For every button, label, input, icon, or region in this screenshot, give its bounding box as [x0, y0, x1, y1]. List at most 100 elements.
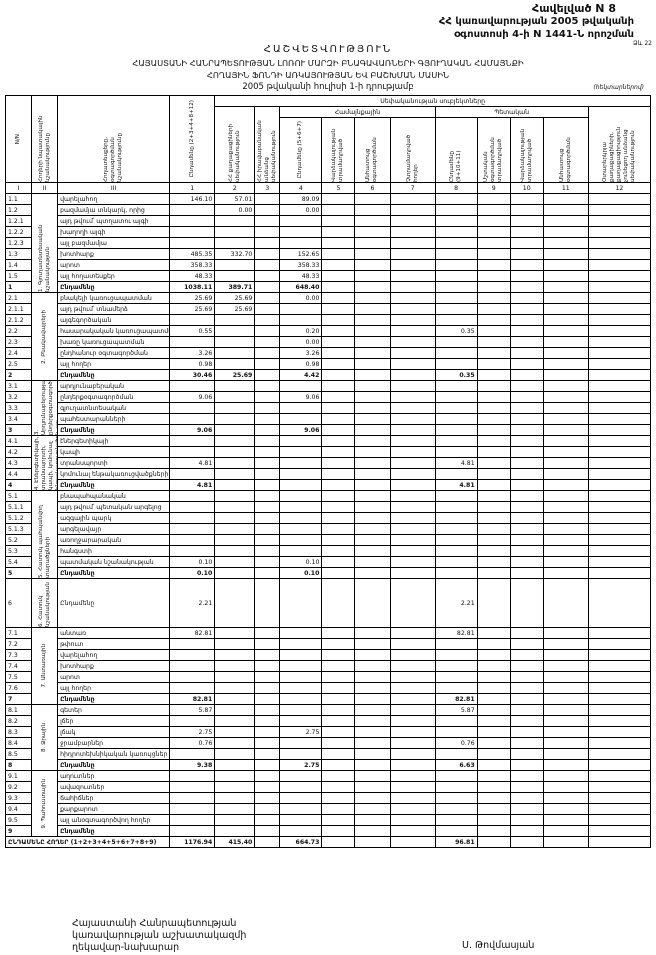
row-number: 9.2 [4, 781, 33, 793]
value-cell [214, 424, 256, 436]
value-cell [587, 358, 652, 370]
value-cell [321, 259, 356, 271]
row-number: 1.2.3 [4, 237, 33, 249]
value-cell [542, 825, 589, 837]
land-type: Ընդամենը [57, 281, 171, 293]
value-cell [509, 369, 544, 381]
value-cell [279, 457, 323, 469]
value-cell [509, 693, 544, 705]
value-cell [542, 237, 589, 249]
value-cell [321, 715, 356, 727]
value-cell [542, 638, 589, 650]
column-number: 1 [169, 182, 216, 194]
value-cell [354, 204, 391, 216]
land-type: էներգետիկայի [57, 435, 171, 447]
value-cell [321, 490, 356, 502]
value-cell [587, 715, 652, 727]
value-cell [354, 270, 391, 282]
value-cell: 0.00 [214, 204, 256, 216]
value-cell [354, 578, 391, 628]
table-row: 7.5 արոտ [4, 671, 652, 683]
value-cell: 25.69 [214, 303, 256, 315]
category-text: 1. Գյուղատնտեսական նշանակության [37, 224, 51, 292]
land-type: այդ թվում՝ պետական արգելոց [57, 501, 171, 513]
land-type: տրանսպորտի [57, 457, 171, 469]
value-cell [279, 380, 323, 392]
land-table: N/N Հողերի նպատակային նշանակությունը Հողատ… [4, 95, 652, 848]
value-cell [354, 759, 391, 771]
value-cell: 25.69 [169, 292, 216, 304]
value-cell [476, 748, 511, 760]
value-cell [254, 792, 281, 804]
value-cell [542, 578, 589, 628]
land-type: գետեր [57, 704, 171, 716]
value-cell: 0.35 [434, 369, 478, 381]
value-cell [542, 814, 589, 826]
value-cell: 146.10 [169, 193, 216, 205]
value-cell [476, 204, 511, 216]
value-cell [254, 638, 281, 650]
value-cell [434, 259, 478, 271]
value-cell [321, 391, 356, 403]
table-row: 9.5 այլ անօգտագործվող հողեր [4, 814, 652, 826]
category-text: 6. Հատուկ նշանակության [37, 582, 51, 627]
value-cell [321, 627, 356, 639]
value-cell [254, 545, 281, 557]
value-cell: 0.55 [169, 325, 216, 337]
value-cell [254, 781, 281, 793]
column-number: III [57, 182, 171, 194]
value-cell [434, 358, 478, 370]
value-cell [389, 671, 436, 683]
value-cell [214, 781, 256, 793]
value-cell [389, 303, 436, 315]
value-cell [509, 424, 544, 436]
value-cell [542, 281, 589, 293]
value-cell: 4.81 [169, 479, 216, 491]
value-cell [476, 435, 511, 447]
value-cell [354, 369, 391, 381]
value-cell [354, 380, 391, 392]
category-text: 3. Արդյունաբերության, ընդերքօգտագործման … [34, 380, 58, 435]
value-cell [509, 413, 544, 425]
value-cell [476, 457, 511, 469]
row-number: 3 [4, 424, 33, 436]
value-cell [587, 435, 652, 447]
value-cell [279, 314, 323, 326]
value-cell [214, 638, 256, 650]
value-cell [509, 759, 544, 771]
table-row: 4.4 կոմունալ ենթակառուցվածքների [4, 468, 652, 480]
value-cell [354, 281, 391, 293]
column-header-text: Չտրամադրված հողեր [405, 134, 419, 182]
row-number: 8.1 [4, 704, 33, 716]
land-type: հասարակական կառուցապատման [57, 325, 171, 337]
value-cell: 82.81 [169, 693, 216, 705]
value-cell: 2.75 [169, 726, 216, 738]
value-cell [254, 369, 281, 381]
value-cell: 2.21 [434, 578, 478, 628]
land-type: ընդերքօգտագործման [57, 391, 171, 403]
value-cell: 4.81 [434, 479, 478, 491]
value-cell [542, 435, 589, 447]
value-cell [542, 248, 589, 260]
value-cell [434, 567, 478, 579]
value-cell: 0.98 [169, 358, 216, 370]
value-cell [509, 336, 544, 348]
row-number: 5.1.1 [4, 501, 33, 513]
value-cell: 3.26 [279, 347, 323, 359]
value-cell [354, 781, 391, 793]
value-cell [476, 825, 511, 837]
value-cell [542, 468, 589, 480]
value-cell [476, 512, 511, 524]
value-cell [587, 457, 652, 469]
value-cell [169, 715, 216, 727]
table-row: 4.1 4. Էներգետիկայի, տրանսպորտի, կապի, կո… [4, 435, 652, 491]
value-cell [214, 770, 256, 782]
value-cell [389, 726, 436, 738]
value-cell [214, 270, 256, 282]
row-number: 5.2 [4, 534, 33, 546]
value-cell [509, 226, 544, 238]
value-cell [542, 490, 589, 502]
value-cell [169, 237, 216, 249]
value-cell [254, 490, 281, 502]
value-cell [169, 770, 216, 782]
